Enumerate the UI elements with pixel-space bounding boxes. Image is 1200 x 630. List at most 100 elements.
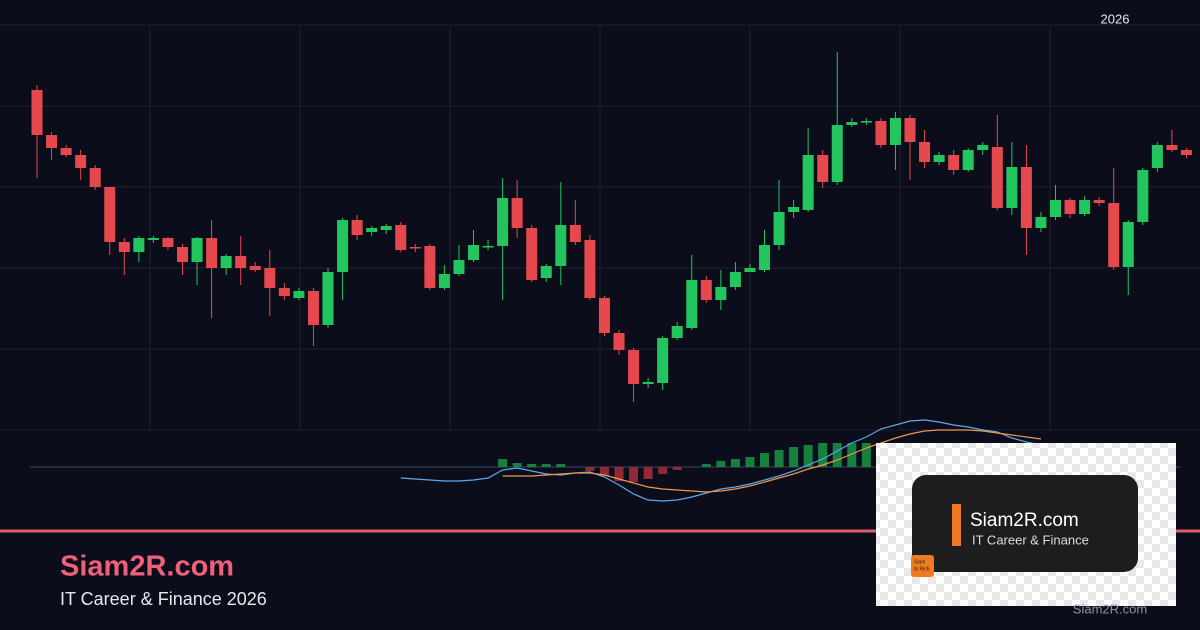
candle-body (1180, 150, 1192, 155)
candle-body (1093, 200, 1105, 203)
histogram-bar (658, 467, 668, 474)
candle-body (380, 226, 392, 230)
candle-body (351, 220, 363, 235)
candle-body (1035, 217, 1047, 228)
candle-body (1064, 200, 1076, 214)
candle-body (482, 246, 494, 248)
candle-body (337, 220, 349, 272)
candle-body (75, 155, 87, 168)
candle-body (1020, 167, 1032, 228)
candle-body (642, 382, 654, 384)
candle-body (569, 225, 581, 242)
candle-body (293, 291, 305, 298)
histogram-bar (760, 453, 769, 467)
histogram-bar (629, 467, 639, 482)
candle-body (468, 245, 479, 260)
histogram-bar (847, 443, 857, 467)
candle-body (700, 280, 712, 300)
brand-title: Siam2R.com (60, 551, 234, 583)
candle-body (220, 256, 232, 268)
candle-body (104, 187, 116, 242)
candle-body (118, 242, 130, 252)
candle-body (860, 121, 872, 123)
candle-body (1079, 200, 1091, 214)
logo-card (912, 475, 1138, 572)
candle-body (598, 298, 610, 333)
candle-body (1050, 200, 1061, 217)
histogram-bar (512, 463, 522, 467)
candle-body (147, 238, 159, 240)
histogram-bar (789, 447, 799, 467)
macd-line (400, 419, 1042, 502)
candle-body (31, 90, 43, 135)
candle-body (133, 238, 145, 252)
histogram-bar (818, 443, 828, 467)
candle-body (875, 121, 887, 145)
candle-body (235, 256, 247, 268)
candle-body (817, 155, 829, 182)
histogram-bar (498, 459, 508, 467)
signal-line (502, 429, 1042, 493)
candle-body (1122, 222, 1134, 267)
candle-body (206, 238, 218, 268)
candle-body (497, 198, 509, 246)
histogram-bar (556, 464, 566, 467)
candle-body (1166, 145, 1178, 150)
candle-body (889, 118, 901, 145)
candle-body (264, 268, 276, 288)
histogram-bar (832, 443, 842, 467)
candle-body (759, 245, 770, 270)
candle-body (773, 212, 785, 245)
candle-body (788, 207, 800, 212)
watermark: Siam2R.com (1073, 601, 1147, 616)
candle-body (249, 266, 261, 270)
histogram-bar (599, 467, 609, 476)
candle-body (744, 268, 756, 272)
candle-body (831, 125, 843, 182)
candle-body (438, 274, 450, 288)
candle-body (1151, 145, 1163, 168)
histogram-bar (745, 457, 755, 467)
histogram-bar (527, 464, 537, 467)
year-annotation: 2026 (1101, 11, 1130, 26)
histogram-bar (803, 445, 813, 467)
candle-body (715, 287, 727, 300)
candle-body (613, 333, 625, 350)
candle-body (177, 247, 188, 262)
histogram-bar (585, 467, 595, 471)
brand-subtitle: IT Career & Finance 2026 (60, 589, 267, 609)
candle-body (628, 350, 640, 384)
candle-body (1006, 167, 1018, 208)
candle-body (729, 272, 741, 287)
candle-body (60, 148, 72, 155)
candle-body (526, 228, 538, 280)
candle-body (366, 228, 378, 232)
badge-line-2: to Rich (914, 566, 930, 572)
candle-body (686, 280, 698, 328)
logo: Siam2R.com IT Career & Finance Siam to R… (876, 443, 1176, 606)
logo-badge (911, 555, 934, 577)
candle-body (555, 225, 567, 266)
candle-body (657, 338, 669, 383)
candle-body (409, 247, 421, 249)
badge-line-1: Siam (914, 559, 925, 565)
histogram-bar (701, 464, 711, 467)
candle-body (948, 155, 960, 170)
candles (31, 52, 1192, 402)
candle-body (1108, 203, 1120, 267)
histogram-bar (541, 464, 551, 467)
candle-body (977, 145, 989, 150)
candle-body (904, 118, 916, 142)
candle-body (307, 291, 319, 325)
candle-body (162, 238, 174, 247)
candle-body (584, 240, 596, 298)
candle-body (919, 142, 931, 162)
logo-tagline: IT Career & Finance (972, 532, 1089, 547)
histogram-bar (643, 467, 653, 479)
candle-body (191, 238, 203, 262)
candle-body (453, 260, 465, 274)
candle-body (846, 122, 858, 125)
histogram-bar (730, 459, 740, 467)
